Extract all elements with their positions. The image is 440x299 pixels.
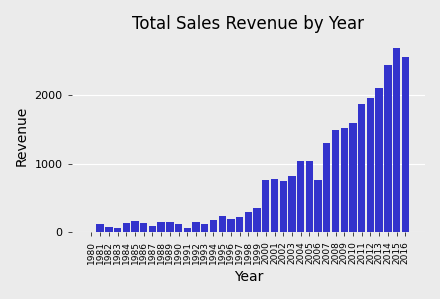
Bar (288, 176, 296, 232)
Bar (201, 224, 209, 232)
Bar (158, 222, 165, 232)
Bar (210, 220, 217, 232)
Bar (297, 161, 304, 232)
X-axis label: Year: Year (234, 270, 263, 284)
Bar (279, 181, 287, 232)
Bar (219, 216, 226, 232)
Bar (236, 217, 243, 232)
Bar (358, 103, 365, 232)
Bar (367, 98, 374, 232)
Bar (349, 123, 357, 232)
Bar (384, 65, 392, 232)
Bar (271, 179, 278, 232)
Bar (192, 222, 200, 232)
Bar (175, 225, 182, 232)
Bar (166, 222, 174, 232)
Bar (341, 128, 348, 232)
Bar (96, 224, 104, 232)
Bar (227, 219, 235, 232)
Bar (375, 88, 383, 232)
Bar (245, 212, 252, 232)
Bar (314, 180, 322, 232)
Bar (332, 130, 339, 232)
Bar (262, 180, 269, 232)
Bar (114, 228, 121, 232)
Bar (105, 227, 113, 232)
Bar (393, 48, 400, 232)
Bar (323, 143, 330, 232)
Bar (132, 221, 139, 232)
Bar (306, 161, 313, 232)
Bar (149, 225, 156, 232)
Bar (123, 223, 130, 232)
Bar (253, 208, 261, 232)
Title: Total Sales Revenue by Year: Total Sales Revenue by Year (132, 15, 364, 33)
Bar (140, 222, 147, 232)
Y-axis label: Revenue: Revenue (15, 106, 29, 166)
Bar (183, 228, 191, 232)
Bar (402, 57, 409, 232)
